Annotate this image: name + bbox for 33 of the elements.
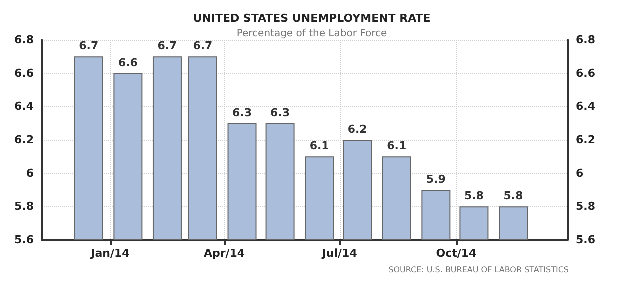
- chart-title: UNITED STATES UNEMPLOYMENT RATE: [193, 12, 431, 25]
- y2-tick-label: 5.8: [576, 200, 596, 214]
- data-label: 5.8: [504, 190, 524, 203]
- x-tick-label: Apr/14: [204, 247, 246, 260]
- y-tick-label: 5.6: [14, 234, 34, 246]
- data-label: 6.7: [193, 40, 213, 53]
- data-label: 6.1: [387, 140, 407, 153]
- source-note: SOURCE: U.S. BUREAU OF LABOR STATISTICS: [388, 266, 569, 274]
- y2-tick-label: 6: [576, 166, 584, 180]
- y2-tick-label: 5.6: [576, 234, 596, 246]
- x-tick-label: Oct/14: [436, 247, 478, 260]
- y-tick-label: 5.8: [14, 200, 34, 214]
- x-tick-label: Jan/14: [90, 247, 130, 260]
- data-label: 5.9: [426, 173, 446, 186]
- y2-tick-label: 6.4: [576, 100, 596, 114]
- y2-tick-label: 6.6: [576, 66, 596, 80]
- y2-tick-label: 6.2: [576, 134, 596, 146]
- y-tick-label: 6.2: [14, 134, 34, 146]
- data-label: 6.7: [79, 40, 99, 53]
- data-label: 5.8: [464, 190, 484, 203]
- x-tick-label: Jul/14: [321, 247, 358, 260]
- data-label: 6.3: [232, 106, 252, 120]
- data-label: 6.1: [310, 140, 330, 153]
- data-label: 6.6: [118, 56, 138, 70]
- y-tick-label: 6.4: [14, 100, 34, 114]
- data-label: 6.2: [348, 123, 368, 136]
- data-label: 6.7: [158, 40, 178, 53]
- data-label: 6.3: [270, 106, 290, 120]
- y2-tick-label: 6.8: [576, 34, 596, 46]
- y-tick-label: 6: [26, 166, 34, 180]
- y-tick-label: 6.8: [14, 34, 34, 46]
- chart-subtitle: Percentage of the Labor Force: [236, 28, 388, 40]
- y-tick-label: 6.6: [14, 66, 34, 80]
